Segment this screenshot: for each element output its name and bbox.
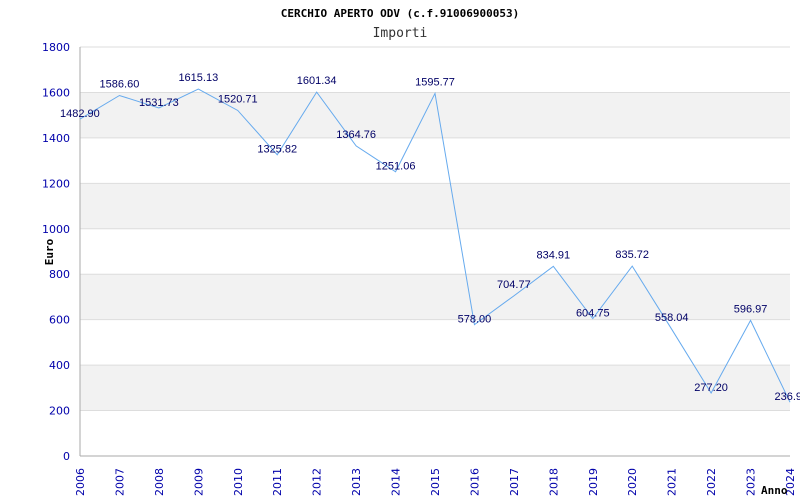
x-tick-label: 2014 [390, 468, 403, 496]
data-label: 236.9 [774, 391, 800, 403]
data-label: 604.75 [576, 308, 610, 320]
data-label: 1586.60 [100, 78, 140, 90]
data-label: 277.20 [694, 382, 728, 394]
data-label: 1520.71 [218, 93, 258, 105]
y-tick-label: 1200 [42, 177, 70, 190]
grid-band [80, 274, 790, 320]
x-tick-label: 2019 [587, 468, 600, 496]
y-tick-label: 800 [49, 268, 70, 281]
y-tick-label: 600 [49, 314, 70, 327]
data-label: 578.00 [458, 314, 492, 326]
grid-band [80, 92, 790, 138]
y-tick-label: 400 [49, 359, 70, 372]
grid-band [80, 365, 790, 411]
data-label: 1595.77 [415, 76, 455, 88]
data-label: 1325.82 [257, 144, 297, 156]
x-tick-label: 2017 [508, 468, 521, 496]
y-tick-label: 1400 [42, 132, 70, 145]
data-label: 1251.06 [376, 161, 416, 173]
x-tick-label: 2009 [192, 468, 205, 496]
data-label: 1601.34 [297, 75, 337, 87]
axes [79, 47, 790, 457]
data-label: 834.91 [537, 249, 571, 261]
x-tick-label: 2008 [153, 468, 166, 496]
grid-bands [80, 92, 790, 411]
chart-title: CERCHIO APERTO ODV (c.f.91006900053) [281, 7, 519, 20]
data-label: 1364.76 [336, 129, 376, 141]
x-axis-label: Anno [761, 484, 788, 497]
data-label: 704.77 [497, 279, 531, 291]
y-tick-label: 1800 [42, 41, 70, 54]
y-axis-label: Euro [43, 238, 56, 265]
x-tick-label: 2016 [468, 468, 481, 496]
x-tick-label: 2023 [745, 468, 758, 496]
x-tick-label: 2007 [113, 468, 126, 496]
x-tick-label: 2020 [626, 468, 639, 496]
x-tick-label: 2013 [350, 468, 363, 496]
series-line [79, 88, 791, 403]
x-tick-label: 2024 [784, 468, 797, 496]
data-label: 596.97 [734, 303, 768, 315]
chart-subtitle: Importi [373, 26, 428, 41]
y-tick-label: 0 [63, 450, 70, 463]
x-tick-label: 2012 [311, 468, 324, 496]
y-tick-label: 1600 [42, 86, 70, 99]
grid-band [80, 183, 790, 229]
x-tick-label: 2015 [429, 468, 442, 496]
data-label: 1531.73 [139, 97, 179, 109]
x-tick-label: 2006 [74, 468, 87, 496]
x-tick-label: 2011 [271, 468, 284, 496]
y-tick-labels: 0 200 400 600 800 1000 1200 1400 1600 1800 [42, 41, 70, 463]
data-label: 558.04 [655, 312, 689, 324]
x-tick-labels: 2006 2007 2008 2009 2010 2011 2012 2013 2014 2015… [74, 468, 797, 496]
x-tick-label: 2021 [666, 468, 679, 496]
y-tick-label: 200 [49, 405, 70, 418]
data-label: 1482.90 [60, 108, 100, 120]
x-tick-label: 2010 [232, 468, 245, 496]
x-tick-label: 2018 [547, 468, 560, 496]
x-tick-label: 2022 [705, 468, 718, 496]
data-label: 1615.13 [178, 72, 218, 84]
grid-lines [80, 46, 790, 457]
data-label: 835.72 [615, 249, 649, 261]
y-tick-label: 1000 [42, 223, 70, 236]
